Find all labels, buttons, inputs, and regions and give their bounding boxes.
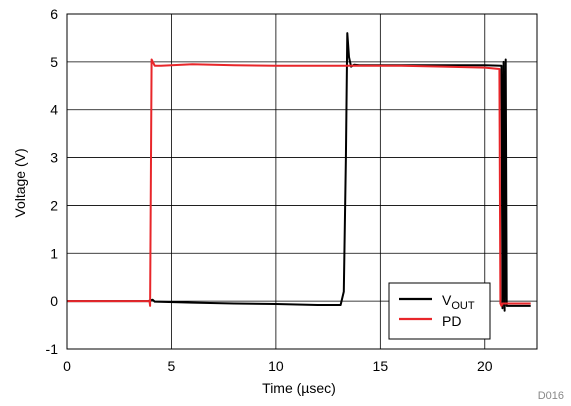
series-line-pd [67,58,531,307]
series-line-vout [67,32,531,312]
y-tick-label: 4 [50,102,58,118]
x-tick-label: 15 [373,358,389,374]
legend-label-vout: VOUT [442,292,475,312]
y-tick-label: 1 [50,245,58,261]
legend-label-pd: PD [442,313,461,329]
legend: VOUT PD [388,282,491,340]
figure-id: D016 [538,390,564,402]
y-tick-label: 3 [50,150,58,166]
y-tick-label: -1 [46,341,59,357]
legend-box [388,282,491,340]
y-axis-title: Voltage (V) [12,148,28,217]
y-tick-label: 5 [50,54,58,70]
x-tick-label: 5 [168,358,176,374]
y-tick-label: 2 [50,197,58,213]
plot-frame [66,13,538,350]
y-tick-label: 0 [50,293,58,309]
x-axis-title: Time (µsec) [262,380,336,396]
x-tick-label: 10 [268,358,284,374]
y-tick-label: 6 [50,6,58,22]
series-layer [67,32,531,312]
x-tick-label: 20 [477,358,493,374]
x-tick-label: 0 [63,358,71,374]
